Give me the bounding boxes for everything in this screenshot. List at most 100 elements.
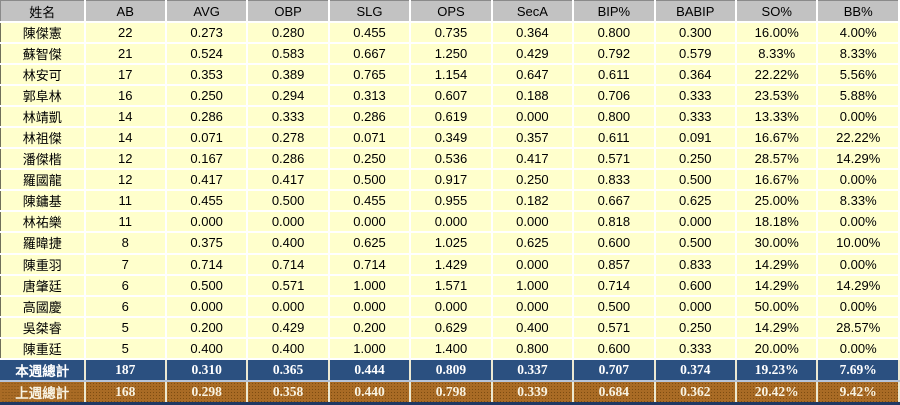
stat-cell: 0.278	[246, 126, 330, 150]
stat-cell: 0.800	[572, 105, 656, 129]
stat-cell: 0.417	[490, 147, 575, 171]
player-name-cell: 羅暐捷	[0, 231, 86, 255]
stat-cell: 0.000	[490, 105, 575, 129]
stat-cell: 0.607	[409, 84, 493, 108]
col-header-stat: AB	[83, 0, 167, 23]
stat-cell: 0.00%	[816, 210, 900, 234]
total-stat-cell: 0.298	[164, 380, 249, 405]
stat-cell: 5	[83, 315, 167, 339]
stat-cell: 18.18%	[734, 210, 819, 234]
col-header-stat: BB%	[816, 0, 900, 23]
stat-cell: 0.667	[572, 189, 656, 213]
stat-cell: 0.000	[409, 210, 493, 234]
stat-cell: 0.571	[572, 147, 656, 171]
stat-cell: 14	[83, 126, 167, 150]
stat-cell: 0.611	[572, 126, 656, 150]
table-row: 郭阜林 16 0.250 0.294 0.313 0.607 0.188 0.706 0.333…	[0, 84, 900, 108]
stat-cell: 0.250	[653, 147, 738, 171]
total-stat-cell: 0.339	[490, 380, 575, 405]
stat-cell: 4.00%	[816, 20, 900, 45]
stat-cell: 0.375	[164, 231, 249, 255]
total-stat-cell: 168	[83, 380, 167, 405]
stat-cell: 0.955	[409, 189, 493, 213]
table-row: 林靖凱 14 0.286 0.333 0.286 0.619 0.000 0.800 0.333…	[0, 105, 900, 129]
stat-cell: 0.571	[246, 273, 330, 297]
stat-cell: 0.625	[653, 189, 738, 213]
stat-cell: 0.917	[409, 168, 493, 192]
stat-cell: 0.00%	[816, 168, 900, 192]
stat-cell: 0.294	[246, 84, 330, 108]
stat-cell: 0.200	[164, 315, 249, 339]
stat-cell: 0.273	[164, 20, 249, 45]
stat-cell: 8.33%	[816, 189, 900, 213]
stat-cell: 0.800	[490, 336, 575, 360]
stat-cell: 0.000	[246, 294, 330, 318]
stat-cell: 0.455	[327, 20, 412, 45]
stat-cell: 0.800	[572, 20, 656, 45]
total-stat-cell: 20.42%	[734, 380, 819, 405]
player-name-cell: 陳鏞基	[0, 189, 86, 213]
player-name-cell: 吳桀睿	[0, 315, 86, 339]
total-stat-cell: 0.707	[572, 357, 656, 382]
total-stat-cell: 0.310	[164, 357, 249, 382]
total-stat-cell: 0.809	[409, 357, 493, 382]
stat-cell: 0.417	[246, 168, 330, 192]
stat-cell: 0.000	[653, 294, 738, 318]
table-row: 羅國龍 12 0.417 0.417 0.500 0.917 0.250 0.833 0.500…	[0, 168, 900, 192]
stat-cell: 0.818	[572, 210, 656, 234]
stat-cell: 16.00%	[734, 20, 819, 45]
stat-cell: 0.400	[490, 315, 575, 339]
stat-cell: 5	[83, 336, 167, 360]
col-header-stat: OPS	[409, 0, 493, 23]
stat-cell: 14.29%	[734, 252, 819, 276]
stat-cell: 22.22%	[816, 126, 900, 150]
total-stat-cell: 0.374	[653, 357, 738, 382]
table-row: 陳傑憲 22 0.273 0.280 0.455 0.735 0.364 0.800 0.300…	[0, 20, 900, 45]
stat-cell: 12	[83, 168, 167, 192]
stat-cell: 25.00%	[734, 189, 819, 213]
stat-cell: 5.56%	[816, 63, 900, 87]
stat-cell: 0.400	[246, 231, 330, 255]
table-row: 唐肇廷 6 0.500 0.571 1.000 1.571 1.000 0.714 0.600 1…	[0, 273, 900, 297]
stat-cell: 0.250	[490, 168, 575, 192]
player-name-cell: 林祖傑	[0, 126, 86, 150]
stat-cell: 0.500	[653, 168, 738, 192]
stat-cell: 11	[83, 189, 167, 213]
stat-cell: 0.286	[246, 147, 330, 171]
player-name-cell: 高國慶	[0, 294, 86, 318]
total-stat-cell: 187	[83, 357, 167, 382]
col-header-stat: AVG	[164, 0, 249, 23]
stat-cell: 23.53%	[734, 84, 819, 108]
stat-cell: 0.647	[490, 63, 575, 87]
total-stat-cell: 0.362	[653, 380, 738, 405]
stat-cell: 0.200	[327, 315, 412, 339]
stat-cell: 0.000	[327, 210, 412, 234]
stat-cell: 0.455	[164, 189, 249, 213]
stat-cell: 7	[83, 252, 167, 276]
stat-cell: 0.071	[327, 126, 412, 150]
stat-cell: 0.000	[409, 294, 493, 318]
player-name-cell: 羅國龍	[0, 168, 86, 192]
col-header-stat: SO%	[734, 0, 819, 23]
stat-cell: 14.29%	[734, 273, 819, 297]
header-row: 姓名 AB AVG OBP SLG OPS SecA BIP% BABIP SO% BB%	[0, 0, 900, 23]
stat-cell: 0.833	[572, 168, 656, 192]
total-this-week-row: 本週總計 187 0.310 0.365 0.444 0.809 0.337 0.707 0.3…	[0, 357, 900, 382]
stat-cell: 0.364	[490, 20, 575, 45]
stat-cell: 0.286	[327, 105, 412, 129]
stat-cell: 0.583	[246, 42, 330, 66]
stat-cell: 0.571	[572, 315, 656, 339]
stat-cell: 0.333	[653, 105, 738, 129]
stat-cell: 0.524	[164, 42, 249, 66]
stat-cell: 1.400	[409, 336, 493, 360]
stat-cell: 0.714	[246, 252, 330, 276]
stat-cell: 0.000	[164, 210, 249, 234]
stat-cell: 0.500	[327, 168, 412, 192]
stat-cell: 17	[83, 63, 167, 87]
stat-cell: 8.33%	[816, 42, 900, 66]
table-row: 羅暐捷 8 0.375 0.400 0.625 1.025 0.625 0.600 0.500 3…	[0, 231, 900, 255]
stat-cell: 21	[83, 42, 167, 66]
stat-cell: 0.000	[653, 210, 738, 234]
stat-cell: 14	[83, 105, 167, 129]
